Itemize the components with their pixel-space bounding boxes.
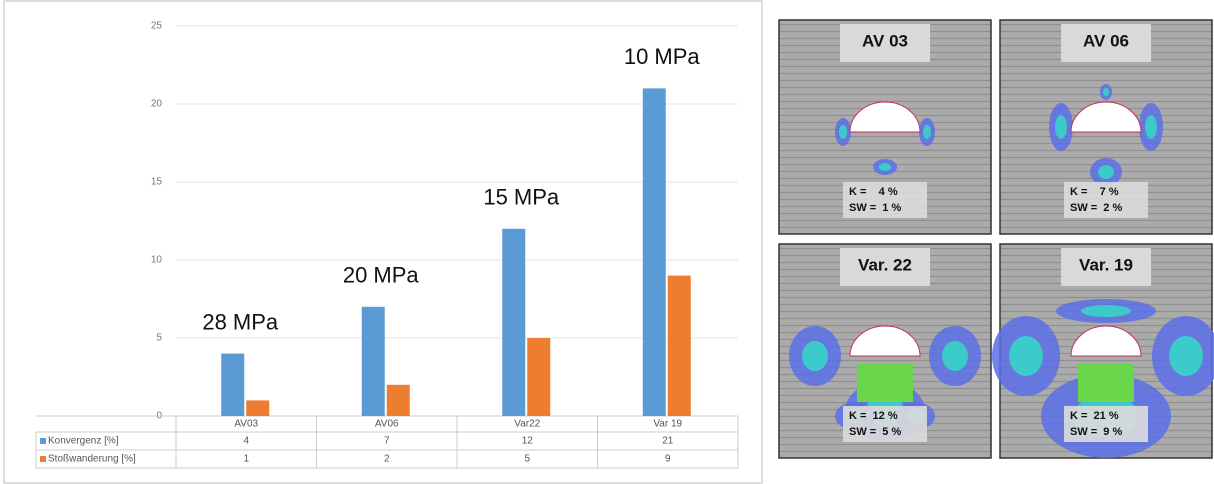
value-box [843,406,927,442]
x-tick-label: Var 19 [653,419,682,430]
bar [502,228,526,416]
legend-swatch [40,456,46,462]
title-box [840,248,930,286]
bar [386,384,410,416]
y-tick-label: 5 [156,333,162,344]
panel-sw: SW = 9 % [1070,426,1122,438]
tunnel [849,325,921,357]
panel-title: Var. 19 [1079,255,1133,274]
table-value: 5 [524,454,530,465]
title-box [1061,24,1151,62]
value-box [843,182,927,218]
stress-core [857,364,913,402]
table-value: 1 [243,454,249,465]
title-box [840,24,930,62]
panel-sw: SW = 1 % [849,202,901,214]
panel-title: Var. 22 [858,255,912,274]
table-value: 12 [522,436,534,447]
panel-k: K = 7 % [1070,186,1119,198]
tunnel [1070,325,1142,357]
panel-sw: SW = 2 % [1070,202,1122,214]
y-tick-label: 20 [151,99,163,110]
table-value: 21 [662,436,674,447]
panel-title: AV 06 [1083,31,1129,50]
panel-k: K = 12 % [849,410,898,422]
bar [361,306,385,416]
panels: AV 03 K = 4 % SW = 1 % AV 06 K = 7 % SW = 2 %… [778,19,1214,459]
stress-zone [1103,88,1109,96]
title-box [1061,248,1151,286]
annotation: 10 MPa [624,44,701,69]
bar [246,400,270,416]
x-tick-label: AV03 [234,419,258,430]
bar [527,338,551,416]
y-tick-label: 25 [151,21,163,32]
table-value: 4 [243,436,249,447]
stress-zone [1145,115,1157,139]
value-box [1064,182,1148,218]
legend-label: Stoßwanderung [%] [48,454,136,465]
bar [642,88,666,417]
stress-zone [942,341,968,371]
bar [221,353,245,416]
value-box [1064,406,1148,442]
table-value: 7 [384,436,390,447]
chart-frame [3,0,763,484]
panel-title: AV 03 [862,31,908,50]
table-value: 2 [384,454,390,465]
annotation: 15 MPa [483,185,560,210]
stress-zone [879,163,891,171]
bar [667,275,691,416]
stress-zone [923,125,931,139]
annotation: 20 MPa [343,263,420,288]
stress-zone [1169,336,1203,376]
legend-swatch [40,438,46,444]
stress-zone [1098,165,1114,179]
panel-k: K = 21 % [1070,410,1119,422]
panel-sw: SW = 5 % [849,426,901,438]
x-tick-label: AV06 [375,419,399,430]
stress-core [1078,364,1134,402]
y-tick-label: 10 [151,255,163,266]
y-tick-label: 15 [151,177,163,188]
stress-zone [802,341,828,371]
stress-zone [1009,336,1043,376]
stress-zone [1055,115,1067,139]
annotation: 28 MPa [202,309,279,334]
tunnel [1070,101,1142,133]
tunnel [849,101,921,133]
x-tick-label: Var22 [514,419,540,430]
table-value: 9 [665,454,671,465]
legend-label: Konvergenz [%] [48,436,119,447]
stress-zone [1081,305,1131,317]
panel-k: K = 4 % [849,186,898,198]
stress-zone [839,125,847,139]
